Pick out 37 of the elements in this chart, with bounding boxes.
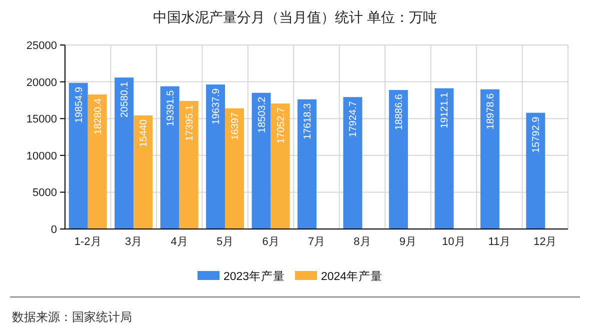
x-tick-label: 3月 bbox=[125, 236, 142, 248]
data-label: 19391.5 bbox=[165, 90, 176, 126]
data-label: 17924.7 bbox=[348, 100, 360, 138]
data-label: 17395.1 bbox=[184, 104, 196, 142]
x-tick-label: 11月 bbox=[488, 236, 511, 248]
data-label: 15792.9 bbox=[531, 116, 542, 153]
y-tick-label: 20000 bbox=[26, 76, 57, 89]
data-label: 19121.1 bbox=[440, 92, 451, 128]
data-label: 20580.1 bbox=[120, 81, 131, 118]
x-tick-label: 4月 bbox=[170, 236, 188, 248]
data-label: 19854.9 bbox=[74, 86, 85, 124]
y-tick-label: 15000 bbox=[26, 114, 57, 126]
chart-title: 中国水泥产量分月（当月值）统计 单位：万吨 bbox=[153, 9, 437, 25]
x-tick-label: 6月 bbox=[262, 236, 280, 248]
y-tick-label: 0 bbox=[50, 224, 57, 236]
data-label: 19637.9 bbox=[211, 88, 222, 125]
legend-label: 2023年产量 bbox=[224, 269, 286, 283]
x-tick-label: 1-2月 bbox=[74, 236, 102, 248]
data-label: 18280.4 bbox=[92, 98, 104, 135]
data-label: 18886.6 bbox=[394, 94, 405, 130]
source-note: 数据来源：国家统计局 bbox=[12, 310, 132, 324]
data-label: 18978.6 bbox=[485, 92, 496, 130]
data-label: 18503.2 bbox=[256, 96, 268, 133]
x-tick-label: 10月 bbox=[442, 236, 466, 248]
legend-label: 2024年产量 bbox=[321, 269, 383, 283]
x-tick-label: 7月 bbox=[308, 236, 326, 248]
data-label: 15440 bbox=[138, 118, 150, 148]
y-tick-label: 5000 bbox=[32, 187, 57, 200]
x-tick-label: 12月 bbox=[534, 236, 557, 248]
x-tick-label: 8月 bbox=[354, 236, 371, 248]
x-tick-label: 5月 bbox=[216, 236, 234, 248]
y-tick-label: 10000 bbox=[26, 150, 57, 162]
data-label: 17052.7 bbox=[276, 107, 287, 144]
data-label: 17618.3 bbox=[302, 102, 314, 140]
data-label: 16397 bbox=[230, 112, 242, 140]
x-tick-label: 9月 bbox=[399, 236, 417, 248]
y-tick-label: 25000 bbox=[26, 40, 57, 52]
